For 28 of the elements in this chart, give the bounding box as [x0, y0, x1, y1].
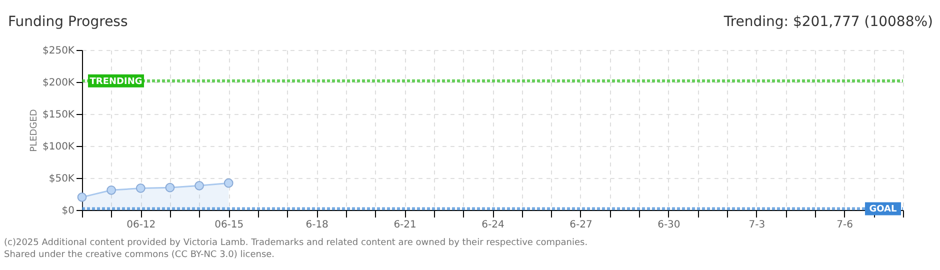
- x-tick-label: 6-21: [394, 220, 416, 230]
- point: [106, 185, 116, 195]
- x-tick-label: 06-12: [126, 220, 156, 230]
- x-tick-label: 6-18: [306, 220, 328, 230]
- point: [194, 181, 204, 190]
- y-tick-label: $250K: [42, 46, 75, 56]
- y-tick-label: $100K: [42, 142, 75, 152]
- text: Shared under the creative commons (CC BY-NC 3.0) license.: [4, 250, 275, 260]
- y-tick-label: $50K: [48, 174, 75, 184]
- x-tick-label: 7-6: [836, 220, 854, 230]
- y-tick-label: $150K: [42, 110, 75, 120]
- x-tick-label: 6-30: [658, 220, 680, 230]
- x-tick-label: 6-24: [482, 220, 504, 230]
- x-tick-label: 7-3: [748, 220, 766, 230]
- chart-subtitle: Trending: $201,777 (10088%): [722, 14, 933, 30]
- point: [77, 192, 87, 202]
- x-tick-label: 6-27: [570, 220, 592, 230]
- ref-line-label: TRENDING: [90, 76, 142, 87]
- text: (c)2025 Additional content provided by Victoria Lamb. Trademarks and related content are owned by their respective companies.: [4, 238, 588, 248]
- y-axis-title: PLEDGED: [29, 109, 40, 152]
- point: [165, 182, 175, 192]
- x-tick-label: 06-15: [214, 220, 244, 230]
- point: [224, 178, 234, 188]
- point: [136, 184, 146, 193]
- ref-line-label: GOAL: [869, 204, 898, 215]
- chart-title: Funding Progress: [8, 14, 128, 30]
- y-tick-label: $0: [62, 206, 74, 216]
- y-tick-label: $200K: [42, 78, 75, 88]
